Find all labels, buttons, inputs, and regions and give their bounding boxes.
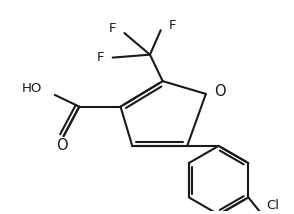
Text: O: O [214,85,225,100]
Text: HO: HO [22,82,42,95]
Text: F: F [169,19,176,32]
Text: O: O [56,138,67,153]
Text: Cl: Cl [266,199,279,212]
Text: F: F [109,22,116,35]
Text: F: F [97,51,105,64]
